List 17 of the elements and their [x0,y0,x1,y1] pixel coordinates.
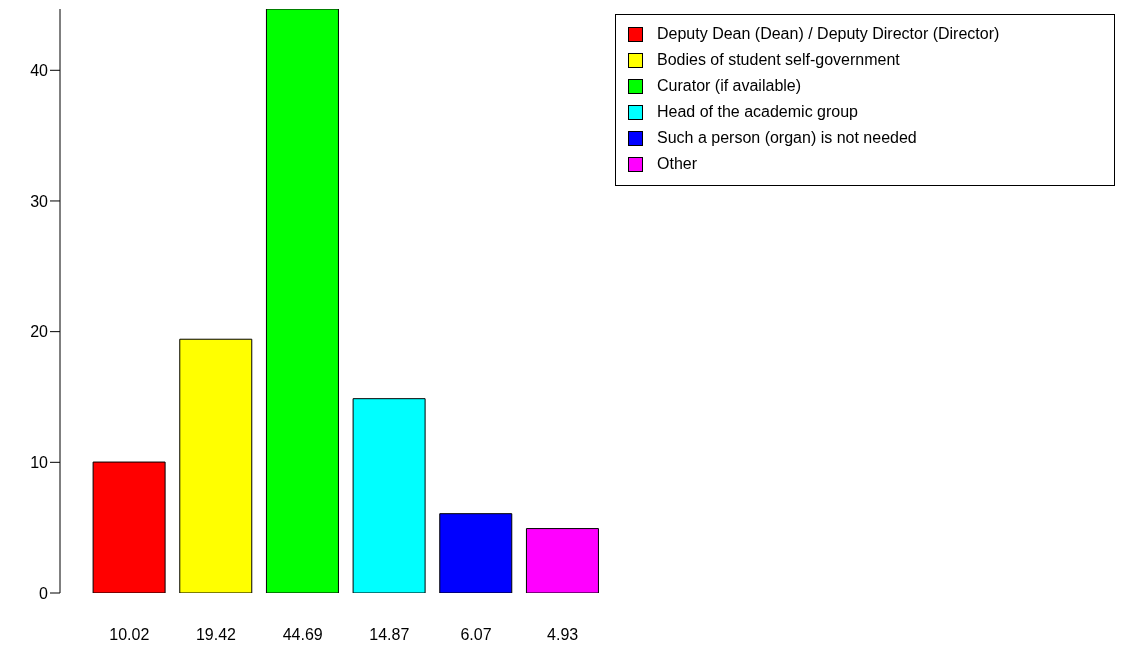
y-tick-label: 10 [30,454,49,471]
legend-label: Other [657,154,698,174]
legend-label: Curator (if available) [657,76,802,96]
x-tick-label: 4.93 [547,626,579,644]
y-tick-label: 0 [39,584,49,602]
y-tick-label: 20 [30,323,49,341]
y-tick-label: 40 [30,61,49,79]
x-tick-label: 6.07 [460,626,492,644]
x-tick-label: 10.02 [109,626,150,644]
legend-label: Deputy Dean (Dean) / Deputy Director (Director) [657,24,1000,44]
legend-label: Bodies of student self-government [657,50,900,70]
x-tick-label: 44.69 [282,626,323,644]
y-tick-label: 30 [30,192,49,210]
x-tick-label: 14.87 [369,626,410,644]
legend-label: Head of the academic group [657,102,859,122]
legend-label: Such a person (organ) is not needed [657,128,917,148]
x-tick-label: 19.42 [195,626,237,644]
